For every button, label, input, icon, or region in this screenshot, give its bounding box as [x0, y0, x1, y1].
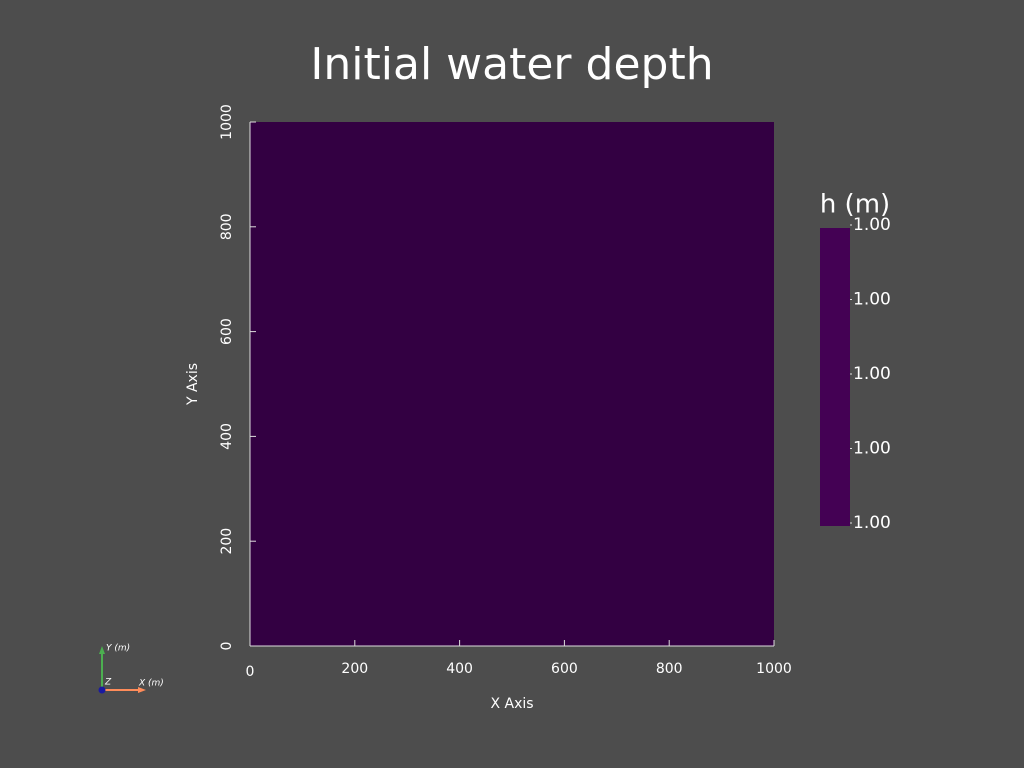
- axes-widget: Y (m) X (m) Z: [98, 644, 164, 694]
- y-tick-label: 200: [219, 528, 235, 555]
- x-tick-label: 800: [656, 661, 683, 677]
- colorbar: [820, 228, 850, 526]
- heatmap-cell: [250, 122, 774, 646]
- colorbar-tick-label: 1.00: [853, 439, 891, 459]
- colorbar-tick-label: 1.00: [853, 513, 891, 533]
- colorbar-tick-label: 1.00: [853, 290, 891, 310]
- x-tick-label: 0: [246, 664, 255, 680]
- x-axis-label: X Axis: [490, 696, 533, 712]
- colorbar-tick-label: 1.00: [853, 215, 891, 235]
- widget-z-dot: [98, 686, 106, 694]
- y-tick-label: 1000: [219, 104, 235, 140]
- y-tick-label: 400: [219, 423, 235, 450]
- widget-z-label: Z: [104, 678, 112, 688]
- widget-x-label: X (m): [138, 679, 164, 689]
- y-tick-label: 600: [219, 318, 235, 345]
- colorbar-title: h (m): [820, 190, 890, 220]
- y-tick-label: 800: [219, 213, 235, 240]
- chart-title: Initial water depth: [310, 39, 713, 90]
- x-tick-label: 400: [446, 661, 473, 677]
- y-axis-label: Y Axis: [185, 363, 201, 406]
- x-tick-label: 200: [341, 661, 368, 677]
- y-tick-label: 0: [219, 642, 235, 651]
- colorbar-tick-label: 1.00: [853, 364, 891, 384]
- widget-y-label: Y (m): [106, 644, 130, 654]
- widget-y-head: [99, 646, 105, 654]
- x-tick-label: 600: [551, 661, 578, 677]
- x-tick-label: 1000: [756, 661, 792, 677]
- widget-x-head: [138, 687, 146, 693]
